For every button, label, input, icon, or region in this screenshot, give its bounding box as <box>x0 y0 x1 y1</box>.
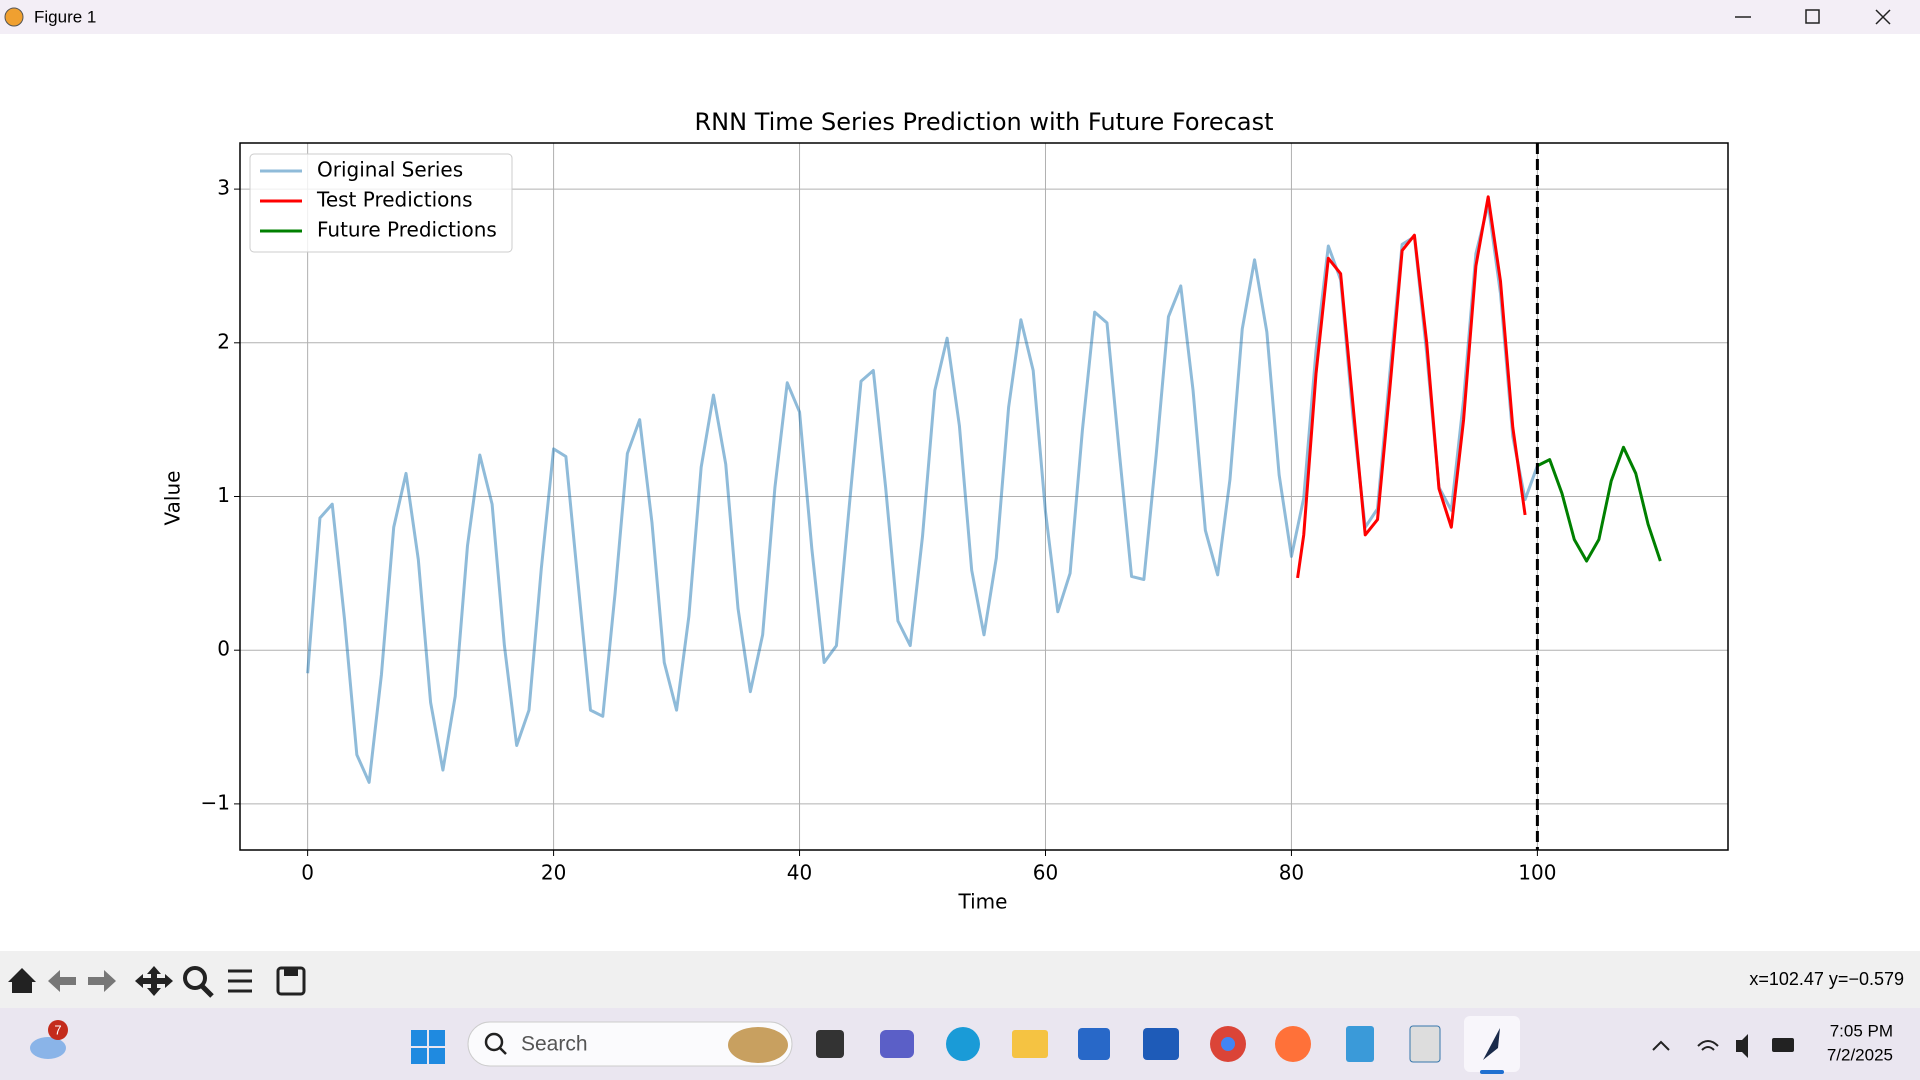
legend-label: Test Predictions <box>316 188 473 212</box>
forward-button[interactable] <box>88 970 116 992</box>
x-tick-label: 60 <box>1033 861 1058 885</box>
x-axis-label: Time <box>958 890 1008 914</box>
word[interactable] <box>1143 1028 1179 1060</box>
clock-time[interactable]: 7:05 PM <box>1830 1021 1893 1040</box>
edge[interactable] <box>946 1027 980 1061</box>
configure-button[interactable] <box>228 969 252 993</box>
status-text: x=102.47 y=−0.579 <box>1749 969 1904 989</box>
start-button[interactable] <box>411 1030 445 1064</box>
python-file[interactable] <box>1409 1025 1441 1063</box>
tray-expand[interactable] <box>1652 1040 1670 1051</box>
legend-label: Original Series <box>317 158 463 182</box>
x-tick-label: 0 <box>301 861 314 885</box>
legend: Original Series Test Predictions Future Pr… <box>249 153 513 253</box>
y-tick-label: 2 <box>217 329 230 353</box>
legend-label: Future Predictions <box>317 218 497 242</box>
y-tick-label: 3 <box>217 176 230 200</box>
back-button[interactable] <box>48 970 76 992</box>
search-placeholder: Search <box>521 1033 588 1056</box>
task-view[interactable] <box>816 1030 844 1058</box>
weather-badge-count: 7 <box>54 1022 61 1037</box>
wifi-icon[interactable] <box>1697 1040 1719 1051</box>
y-axis-label: Value <box>161 471 185 526</box>
file-explorer[interactable] <box>1012 1030 1048 1058</box>
x-tick-label: 20 <box>541 861 566 885</box>
y-tick-label: 1 <box>217 483 230 507</box>
toolbar-buttons <box>8 966 306 998</box>
title-bar <box>0 0 1920 34</box>
x-tick-label: 100 <box>1518 861 1556 885</box>
app-icon <box>4 7 24 27</box>
pan-button[interactable] <box>135 966 173 996</box>
x-tick-label: 40 <box>787 861 812 885</box>
battery-icon[interactable] <box>1772 1038 1794 1052</box>
home-button[interactable] <box>8 968 36 993</box>
series-line <box>1536 445 1662 563</box>
legend-box <box>249 153 513 253</box>
taskbar-apps <box>816 1016 1520 1074</box>
weather-widget[interactable] <box>30 1037 66 1059</box>
notepad[interactable] <box>1346 1026 1374 1062</box>
close-button[interactable] <box>1875 9 1891 25</box>
search-box[interactable] <box>467 1021 793 1067</box>
clock-date[interactable]: 7/2/2025 <box>1827 1045 1893 1064</box>
y-tick-label: −1 <box>201 790 230 814</box>
zoom-button[interactable] <box>183 966 207 990</box>
series-line <box>1296 195 1527 579</box>
window-title: Figure 1 <box>34 7 96 26</box>
toolbar <box>0 951 1920 1008</box>
teams[interactable] <box>880 1030 914 1058</box>
search-highlight <box>728 1027 788 1063</box>
y-tick-label: 0 <box>217 637 230 661</box>
axes-frame <box>239 142 1729 851</box>
weather-badge <box>48 1020 68 1040</box>
firefox[interactable] <box>1275 1026 1311 1062</box>
store[interactable] <box>1078 1028 1110 1060</box>
series-line <box>306 202 1539 784</box>
x-tick-label: 80 <box>1279 861 1304 885</box>
search-icon <box>484 1032 504 1052</box>
chart: RNN Time Series Prediction with Future F… <box>161 108 1729 914</box>
chart-title: RNN Time Series Prediction with Future F… <box>694 108 1273 136</box>
maximize-button[interactable] <box>1805 9 1820 24</box>
volume-icon[interactable] <box>1736 1034 1748 1058</box>
